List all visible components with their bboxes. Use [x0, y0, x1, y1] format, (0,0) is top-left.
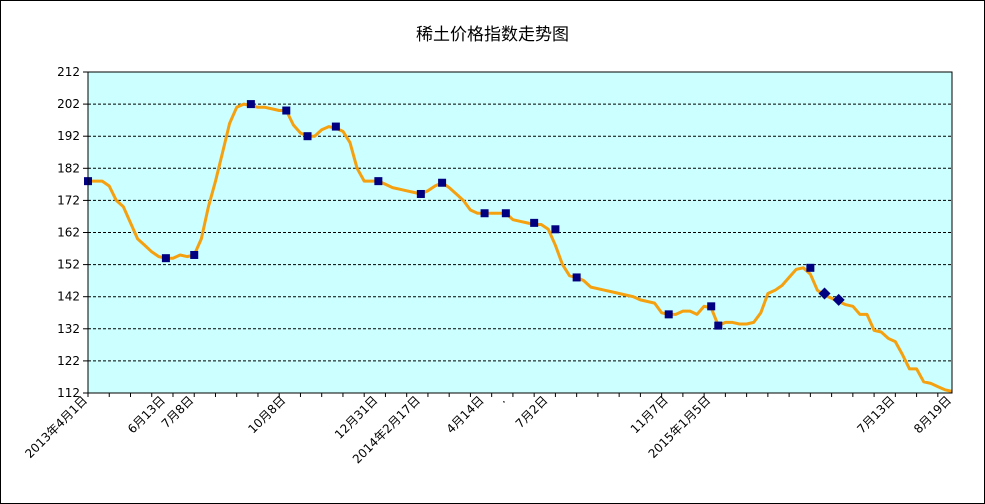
- x-tick-label: 2013年4月1日: [22, 393, 90, 461]
- y-tick-label: 142: [57, 290, 80, 304]
- grid-lines: [88, 103, 952, 362]
- y-tick-label: 192: [57, 129, 80, 143]
- y-tick-label: 112: [57, 386, 80, 400]
- x-tick-label: 7月8日: [159, 393, 197, 431]
- data-point-marker: [161, 254, 170, 263]
- x-tick-label: 10月8日: [245, 393, 288, 436]
- data-point-marker: [806, 263, 815, 272]
- y-axis-ticks: 112 122 132 142 152 162 172 182 192 202 212: [57, 65, 88, 400]
- y-tick-label: 152: [57, 258, 80, 272]
- data-point-marker: [331, 122, 340, 131]
- data-point-marker: [707, 302, 716, 311]
- y-tick-label: 182: [57, 161, 80, 175]
- x-tick-label: 8月19日: [911, 393, 954, 436]
- axes: [87, 71, 953, 394]
- x-tick-label: .: [495, 393, 508, 406]
- data-point-marker: [374, 177, 383, 186]
- x-tick-label: 7月13日: [854, 393, 897, 436]
- x-tick-label: 4月14日: [444, 393, 487, 436]
- data-point-marker: [246, 100, 255, 109]
- y-tick-label: 122: [57, 354, 80, 368]
- chart-title: 稀土价格指数走势图: [416, 25, 569, 45]
- x-tick-label: 6月13日: [125, 393, 168, 436]
- x-tick-label: 11月7日: [628, 393, 671, 436]
- data-point-marker: [530, 218, 539, 227]
- y-tick-label: 202: [57, 97, 80, 111]
- data-point-marker: [572, 273, 581, 282]
- series-markers: [84, 100, 845, 330]
- data-point-marker: [818, 287, 831, 300]
- x-tick-label: 7月2日: [513, 393, 551, 431]
- data-point-marker: [438, 178, 447, 187]
- y-tick-label: 172: [57, 193, 80, 207]
- plot-border: [87, 71, 953, 394]
- data-point-marker: [303, 132, 312, 141]
- y-tick-label: 162: [57, 226, 80, 240]
- data-point-marker: [416, 189, 425, 198]
- data-point-marker: [551, 225, 560, 234]
- data-point-marker: [480, 209, 489, 218]
- data-point-marker: [501, 209, 510, 218]
- data-point-marker: [714, 321, 723, 330]
- series-line: [88, 102, 953, 393]
- y-tick-label: 212: [57, 65, 80, 79]
- data-point-marker: [664, 310, 673, 319]
- data-point-marker: [832, 293, 845, 306]
- data-point-marker: [190, 250, 199, 259]
- y-tick-label: 132: [57, 322, 80, 336]
- data-point-marker: [282, 106, 291, 115]
